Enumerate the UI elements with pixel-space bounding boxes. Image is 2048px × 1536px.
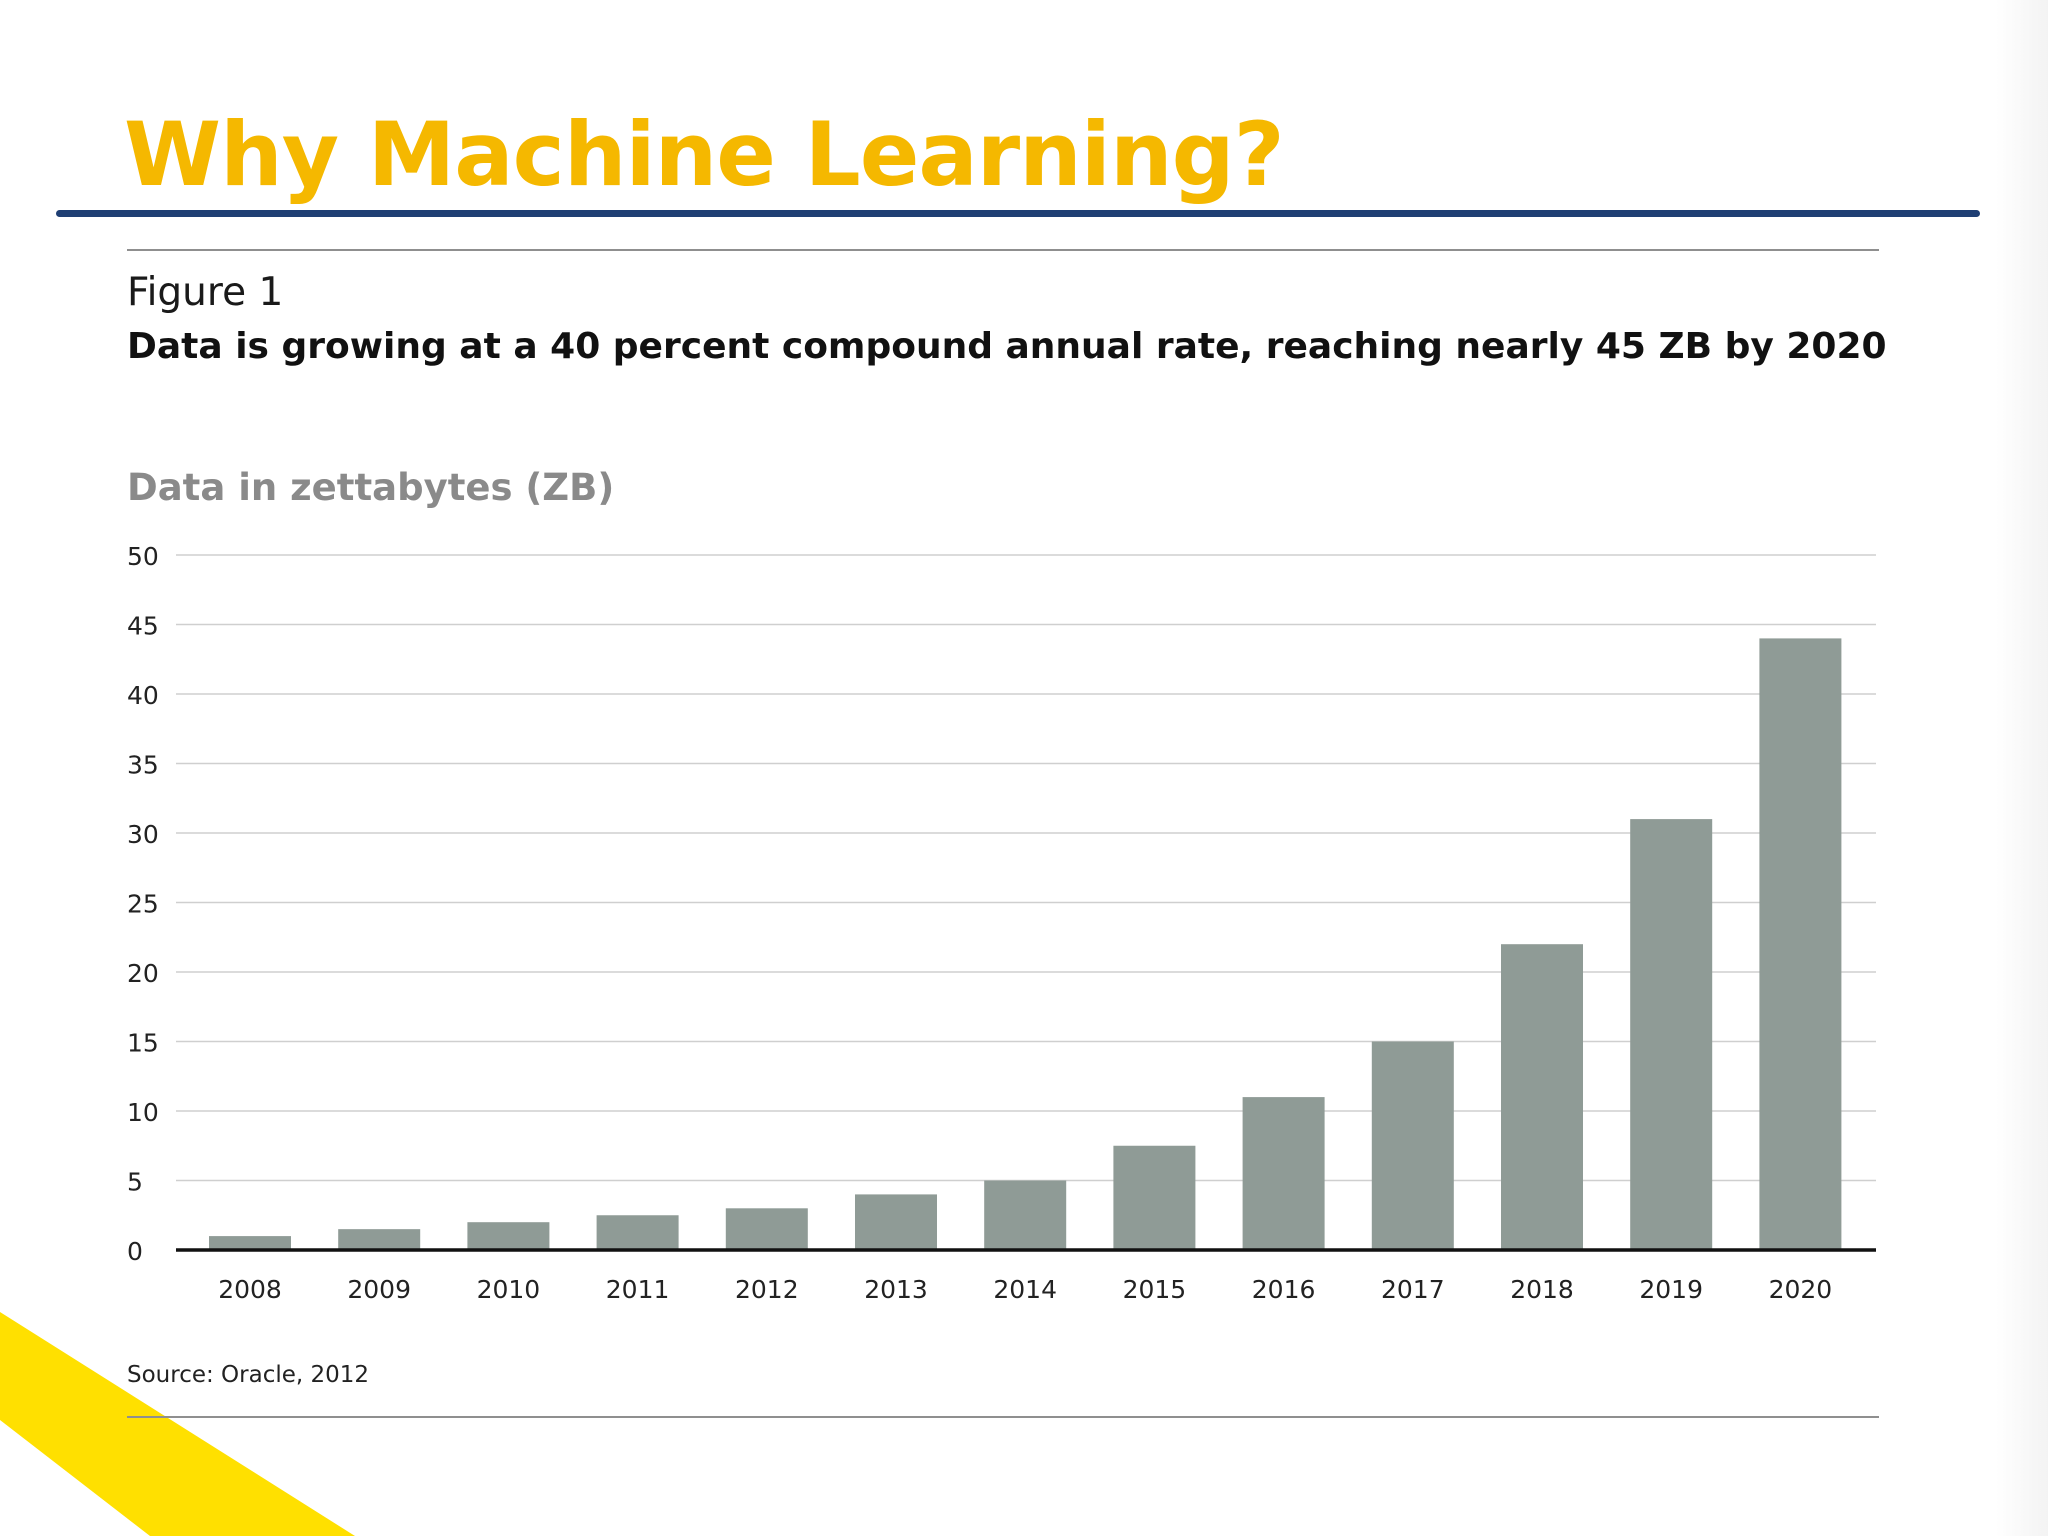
bar-2013 (855, 1194, 937, 1250)
y-tick-label: 25 (127, 890, 159, 919)
x-tick-label: 2019 (1639, 1275, 1703, 1304)
x-tick-label: 2015 (1123, 1275, 1187, 1304)
figure-bottom-rule (127, 1416, 1879, 1418)
figure-top-rule (127, 249, 1879, 251)
y-tick-label: 20 (127, 959, 159, 988)
x-tick-label: 2009 (347, 1275, 411, 1304)
x-tick-label: 2012 (735, 1275, 799, 1304)
y-tick-label: 50 (127, 542, 159, 571)
bar-2017 (1371, 1041, 1454, 1250)
y-tick-label: 35 (127, 751, 159, 780)
title-underline (56, 210, 1980, 217)
source-note: Source: Oracle, 2012 (127, 1362, 370, 1388)
y-tick-label: 10 (127, 1098, 159, 1127)
y-tick-label: 0 (127, 1237, 143, 1266)
bar-chart: 0 5 10 15 20 25 30 35 40 45 50 2008 2009 2010 2011 2012… (127, 542, 1876, 1304)
x-tick-label: 2010 (477, 1275, 541, 1304)
bar-2008 (209, 1236, 291, 1250)
x-tick-label: 2020 (1769, 1275, 1833, 1304)
x-tick-label: 2014 (993, 1275, 1057, 1304)
x-tick-label: 2018 (1510, 1275, 1574, 1304)
y-axis-label: Data in zettabytes (ZB) (127, 466, 615, 509)
slide-edge-shadow (1996, 0, 2048, 1536)
y-tick-label: 40 (127, 681, 159, 710)
bar-2016 (1242, 1097, 1325, 1250)
figure-caption: Data is growing at a 40 percent compound… (127, 326, 1887, 367)
bar-2018 (1501, 944, 1583, 1250)
yellow-corner-stripe (0, 1312, 355, 1536)
x-tick-label: 2013 (864, 1275, 928, 1304)
slide-title: Why Machine Learning? (124, 103, 1285, 206)
y-tick-label: 45 (127, 612, 159, 641)
x-tick-label: 2011 (606, 1275, 670, 1304)
bar-2020 (1759, 638, 1842, 1250)
bar-2014 (984, 1180, 1067, 1250)
bar-2011 (596, 1215, 679, 1250)
y-tick-label: 5 (127, 1168, 143, 1197)
bar-2015 (1113, 1145, 1196, 1250)
y-tick-label: 15 (127, 1029, 159, 1058)
x-tick-label: 2008 (218, 1275, 282, 1304)
x-tick-label: 2016 (1252, 1275, 1316, 1304)
figure-label: Figure 1 (127, 270, 284, 315)
x-tick-label: 2017 (1381, 1275, 1445, 1304)
bar-2019 (1630, 819, 1713, 1250)
bar-2009 (338, 1229, 421, 1250)
bar-2010 (467, 1222, 550, 1250)
y-tick-label: 30 (127, 820, 159, 849)
bar-2012 (725, 1208, 808, 1250)
